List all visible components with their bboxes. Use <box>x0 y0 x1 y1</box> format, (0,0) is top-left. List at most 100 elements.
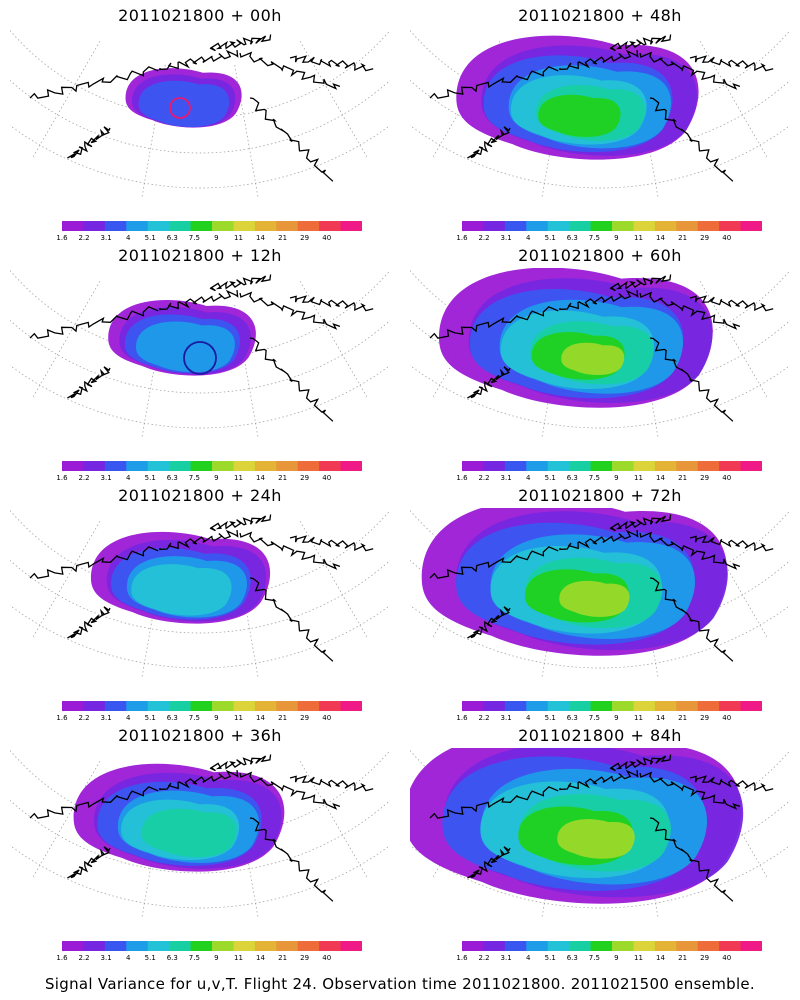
forecast-panel: 2011021800 + 00h 1.6 2.2 3.1 4 5.1 6.3 7.5 9 11 14… <box>0 0 400 245</box>
colorbar-swatch <box>340 221 362 231</box>
colorbar-tick-label: 6.3 <box>166 714 178 722</box>
coastline <box>289 295 374 312</box>
colorbar-swatch <box>233 701 256 711</box>
coastline <box>239 771 341 810</box>
colorbar-tick-label: 9 <box>214 474 219 482</box>
meridian-line <box>141 304 166 438</box>
colorbar-swatch <box>169 701 192 711</box>
latitude-circle <box>10 799 390 874</box>
colorbar-swatch <box>569 461 592 471</box>
latitude-circle <box>10 364 390 429</box>
colorbar-swatch <box>590 701 613 711</box>
latitude-circle <box>10 79 390 154</box>
coastline <box>249 577 334 662</box>
colorbar <box>462 461 762 471</box>
colorbar-swatch <box>104 701 127 711</box>
colorbar-swatch <box>212 941 234 951</box>
colorbar-tick-label: 14 <box>256 954 265 962</box>
colorbar-tick-label: 29 <box>300 234 310 242</box>
forecast-panel: 2011021800 + 12h 1.6 2.2 3.1 4 5.1 6.3 7.5 9 11 14… <box>0 240 400 485</box>
colorbar-swatch <box>612 941 634 951</box>
meridian-line <box>353 268 390 323</box>
colorbar-swatch <box>319 221 342 231</box>
variance-contour <box>557 819 635 859</box>
colorbar-tick-label: 29 <box>700 234 710 242</box>
colorbar-tick-label: 4 <box>525 954 531 962</box>
colorbar-tick-label: 14 <box>256 474 265 482</box>
panel-title: 2011021800 + 84h <box>518 726 682 745</box>
coastline <box>429 306 559 339</box>
meridian-line <box>234 304 259 438</box>
meridian-line <box>753 268 790 323</box>
latitude-circle <box>410 844 790 909</box>
colorbar-swatch <box>190 221 213 231</box>
coastline <box>609 514 672 532</box>
colorbar-swatch <box>526 461 549 471</box>
colorbar-ticks: 1.6 2.2 3.1 4 5.1 6.3 7.5 9 11 14 21 29 40 <box>52 954 372 964</box>
meridian-line <box>432 41 501 159</box>
panel-title: 2011021800 + 12h <box>118 246 282 265</box>
coastline <box>609 754 672 772</box>
latitude-circle <box>10 559 390 634</box>
variance-contour <box>559 580 630 617</box>
colorbar-swatch <box>147 461 170 471</box>
colorbar-swatch <box>62 461 84 471</box>
colorbar-swatch <box>340 701 362 711</box>
colorbar-tick-label: 11 <box>234 714 243 722</box>
colorbar-tick-label: 3.1 <box>100 714 112 722</box>
meridian-line <box>432 521 501 639</box>
colorbar-swatch <box>212 461 234 471</box>
coastline <box>249 97 334 182</box>
colorbar-tick-label: 3.1 <box>500 714 512 722</box>
coastline <box>609 34 672 52</box>
meridian-line <box>753 748 790 803</box>
colorbar-tick-label: 4 <box>125 234 131 242</box>
colorbar-swatch <box>83 941 106 951</box>
colorbar-tick-label: 14 <box>256 714 265 722</box>
coastline <box>239 291 341 330</box>
colorbar-swatch <box>297 221 320 231</box>
colorbar-tick-label: 1.6 <box>456 714 468 722</box>
coastline <box>159 49 239 71</box>
colorbar-tick-label: 7.5 <box>588 474 600 482</box>
coastline <box>249 817 334 902</box>
forecast-panel: 2011021800 + 24h 1.6 2.2 3.1 4 5.1 6.3 7.5 9 11 14… <box>0 480 400 725</box>
colorbar-swatch <box>62 221 84 231</box>
colorbar-swatch <box>319 941 342 951</box>
colorbar-swatch <box>676 701 699 711</box>
colorbar-swatch <box>276 941 299 951</box>
polar-map <box>10 29 390 198</box>
colorbar-swatch <box>126 701 149 711</box>
colorbar-tick-label: 7.5 <box>588 714 600 722</box>
meridian-line <box>32 521 101 639</box>
colorbar-swatch <box>169 221 192 231</box>
colorbar-swatch <box>654 701 677 711</box>
colorbar-tick-label: 21 <box>678 234 688 242</box>
coastline <box>639 51 741 90</box>
colorbar-swatch <box>612 461 634 471</box>
colorbar-swatch <box>462 701 484 711</box>
meridian-line <box>234 784 259 918</box>
colorbar-swatch <box>654 941 677 951</box>
colorbar-swatch <box>83 461 106 471</box>
colorbar-swatch <box>526 941 549 951</box>
colorbar-tick-label: 7.5 <box>588 954 600 962</box>
colorbar-tick-label: 1.6 <box>456 954 468 962</box>
meridian-line <box>634 304 659 438</box>
variance-contour <box>131 564 232 616</box>
coastline <box>467 366 511 399</box>
colorbar-tick-label: 5.1 <box>544 954 556 962</box>
colorbar-swatch <box>147 941 170 951</box>
colorbar <box>62 221 362 231</box>
panel-title: 2011021800 + 48h <box>518 6 682 25</box>
colorbar-swatch <box>676 461 699 471</box>
meridian-line <box>141 544 166 678</box>
colorbar-tick-label: 11 <box>634 954 643 962</box>
colorbar-swatch <box>190 461 213 471</box>
colorbar-swatch <box>719 941 742 951</box>
coastline <box>29 786 159 819</box>
coastline <box>209 754 272 772</box>
coastline <box>689 535 774 552</box>
colorbar-tick-label: 40 <box>322 474 332 482</box>
colorbar-swatch <box>212 701 234 711</box>
